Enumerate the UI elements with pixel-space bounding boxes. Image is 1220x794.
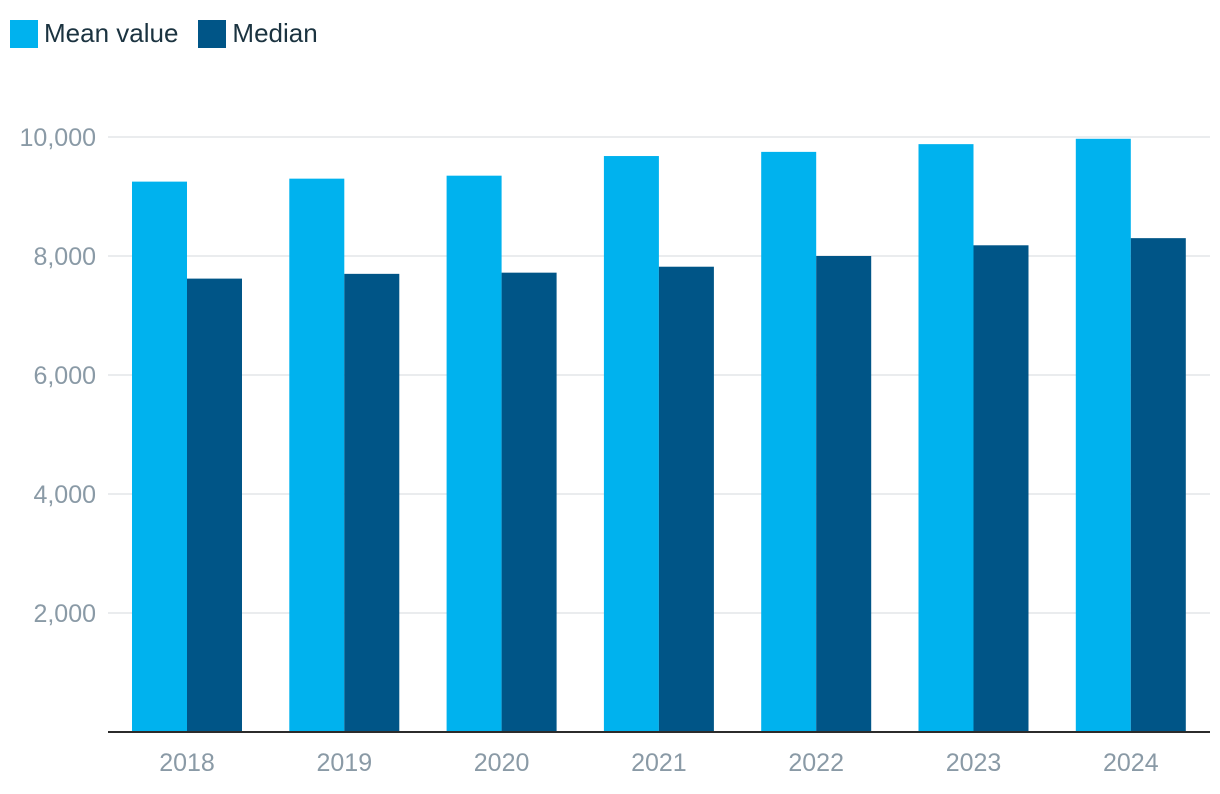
y-axis-ticks: 2,000 4,000 6,000 8,000 10,000	[20, 124, 96, 628]
legend-item-median: Median	[198, 18, 318, 49]
bar-median-2022	[816, 256, 872, 732]
x-tick-label: 2024	[1103, 749, 1159, 777]
x-tick-label: 2020	[474, 749, 530, 777]
bar-median-2021	[658, 266, 714, 732]
x-tick-label: 2021	[631, 749, 687, 777]
x-tick-label: 2018	[159, 749, 215, 777]
bar-median-2019	[344, 273, 400, 732]
y-tick-label: 10,000	[20, 124, 96, 152]
legend-label-mean: Mean value	[44, 18, 179, 48]
x-tick-label: 2023	[946, 749, 1002, 777]
bar-mean-2022	[761, 151, 817, 732]
x-tick-label: 2019	[316, 749, 372, 777]
bar-median-2018	[187, 278, 242, 732]
bar-mean-2021	[603, 156, 659, 733]
bar-median-2023	[973, 245, 1029, 733]
y-tick-label: 6,000	[33, 362, 96, 390]
legend-item-mean: Mean value	[10, 18, 178, 49]
legend-label-median: Median	[232, 18, 318, 48]
y-tick-label: 4,000	[33, 481, 96, 509]
x-axis-ticks: 2018 2019 2020 2021 2022 2023 2024	[159, 749, 1159, 777]
legend-swatch-mean	[10, 19, 38, 48]
bar-median-2024	[1130, 238, 1186, 732]
bar-median-2020	[501, 272, 557, 732]
bar-mean-2023	[918, 144, 974, 732]
bar-mean-2018	[132, 181, 187, 732]
bar-mean-2020	[446, 175, 502, 733]
legend-swatch-median	[198, 19, 227, 48]
bar-mean-2019	[289, 178, 345, 732]
bar-mean-2024	[1075, 138, 1131, 732]
y-tick-label: 8,000	[33, 243, 96, 271]
x-tick-label: 2022	[788, 749, 844, 777]
chart-legend: Mean value Median	[10, 18, 338, 49]
bars	[132, 138, 1186, 733]
y-tick-label: 2,000	[33, 600, 96, 628]
